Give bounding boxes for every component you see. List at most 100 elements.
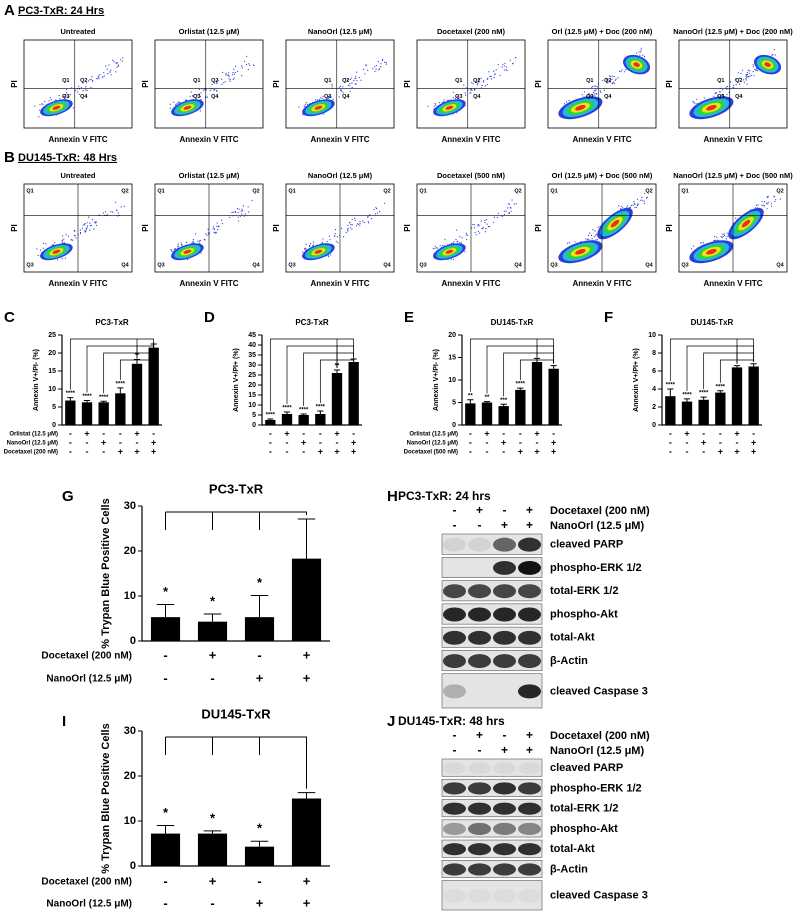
event-dot — [761, 200, 763, 202]
chart-title: DU145-TxR — [491, 318, 534, 327]
blot-band — [443, 684, 466, 699]
event-dot — [367, 215, 369, 217]
quadrant-label: Q4 — [121, 262, 129, 268]
event-dot — [439, 102, 441, 104]
event-dot — [374, 66, 376, 68]
blot-band — [493, 630, 516, 645]
event-dot — [213, 89, 215, 91]
event-dot — [355, 75, 357, 77]
treatment-sign: - — [453, 503, 457, 517]
event-dot — [718, 91, 721, 93]
event-dot — [503, 65, 505, 67]
event-dot — [215, 232, 217, 234]
event-dot — [485, 85, 487, 87]
event-dot — [608, 75, 611, 77]
x-axis-label: Annexin V FITC — [572, 279, 631, 288]
event-dot — [629, 207, 631, 209]
event-dot — [347, 227, 349, 230]
event-dot — [774, 200, 776, 203]
treatment-sign: - — [102, 428, 105, 438]
blot-band — [443, 782, 466, 795]
event-dot — [480, 77, 482, 79]
event-dot — [642, 54, 644, 56]
event-dot — [477, 83, 479, 85]
event-dot — [762, 204, 765, 206]
event-dot — [96, 224, 98, 227]
event-dot — [77, 91, 79, 93]
event-dot — [640, 51, 642, 53]
event-dot — [477, 224, 479, 226]
event-dot — [245, 63, 248, 66]
event-dot — [65, 234, 67, 236]
event-dot — [771, 205, 773, 207]
event-dot — [743, 81, 746, 83]
event-dot — [499, 74, 501, 77]
treatment-sign: - — [478, 518, 482, 532]
significance-label: **** — [116, 381, 126, 387]
event-dot — [304, 105, 306, 107]
comparison-bracket — [703, 352, 755, 390]
treatment-sign: + — [209, 873, 217, 888]
event-dot — [225, 74, 227, 76]
treatment-sign: + — [351, 437, 356, 447]
blot-band — [493, 802, 516, 815]
treatment-sign: + — [526, 503, 533, 517]
event-dot — [590, 234, 593, 237]
event-dot — [563, 103, 566, 105]
treatment-sign: - — [86, 437, 89, 447]
event-dot — [90, 78, 92, 80]
event-dot — [109, 71, 111, 73]
blot-band — [493, 560, 516, 575]
event-dot — [69, 94, 71, 96]
event-dot — [752, 66, 754, 68]
band-label: cleaved PARP — [550, 762, 623, 774]
event-dot — [735, 78, 737, 80]
event-dot — [328, 95, 331, 97]
event-dot — [178, 102, 180, 104]
event-dot — [489, 75, 491, 77]
event-dot — [645, 197, 648, 199]
quadrant-label: Q3 — [288, 262, 295, 268]
quadrant-label: Q4 — [252, 262, 260, 268]
treatment-sign: - — [686, 446, 689, 456]
event-dot — [464, 251, 466, 253]
event-dot — [627, 205, 629, 207]
treatment-sign: + — [151, 446, 156, 456]
event-dot — [356, 71, 358, 73]
treatment-sign: - — [752, 428, 755, 438]
blot-band — [493, 584, 516, 599]
band-label: total-ERK 1/2 — [550, 585, 618, 597]
bar — [298, 415, 309, 425]
event-dot — [64, 257, 66, 259]
event-dot — [335, 240, 337, 242]
error-bar — [250, 595, 269, 618]
event-dot — [620, 71, 622, 73]
event-dot — [216, 82, 218, 84]
event-dot — [229, 80, 231, 82]
treatment-sign: - — [269, 437, 272, 447]
blot-strip — [441, 880, 543, 911]
event-dot — [453, 91, 455, 93]
event-dot — [247, 68, 249, 71]
event-dot — [222, 71, 224, 73]
treatment-label: Docetaxel (200 nM) — [550, 505, 650, 517]
plot-title: Untreated — [60, 171, 95, 180]
treatment-sign: - — [119, 437, 122, 447]
event-dot — [251, 199, 253, 202]
event-dot — [726, 93, 728, 96]
event-dot — [749, 75, 751, 77]
quadrant-label: Q2 — [383, 188, 390, 194]
event-dot — [37, 254, 39, 257]
event-dot — [641, 196, 643, 199]
event-dot — [466, 238, 468, 241]
quadrant-label: Q1 — [193, 78, 200, 84]
event-dot — [90, 86, 92, 89]
band-label: total-ERK 1/2 — [550, 803, 618, 815]
event-dot — [351, 82, 353, 84]
treatment-sign: - — [269, 446, 272, 456]
event-dot — [247, 206, 249, 208]
event-dot — [349, 83, 351, 85]
event-dot — [85, 89, 87, 91]
event-dot — [85, 86, 87, 88]
